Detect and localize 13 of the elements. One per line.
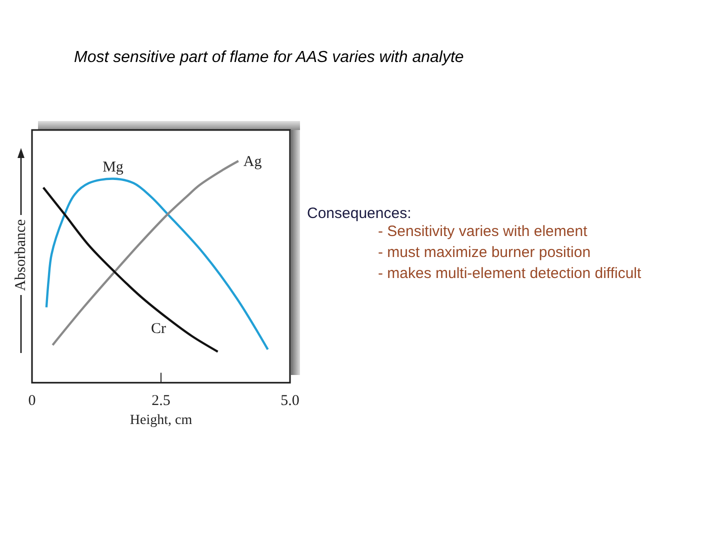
x-tick-label: 2.5 [152, 393, 170, 409]
text: Consequences: [307, 205, 412, 222]
y-axis-title: Absorbance [13, 218, 29, 291]
series-label: Mg [102, 160, 124, 176]
series-label: Ag [243, 154, 262, 170]
text: - makes multi-element detection difficult [378, 265, 642, 282]
x-tick-label: 0 [28, 393, 36, 409]
text: - Sensitivity varies with element [378, 223, 588, 240]
series-label: Cr [150, 320, 166, 337]
x-tick-label: 5.0 [280, 393, 300, 409]
x-axis-title: Height, cm [130, 413, 192, 428]
text: - must maximize burner position [378, 244, 591, 261]
chart-title: Most sensitive part of flame for AAS varies with analyte [74, 49, 464, 66]
